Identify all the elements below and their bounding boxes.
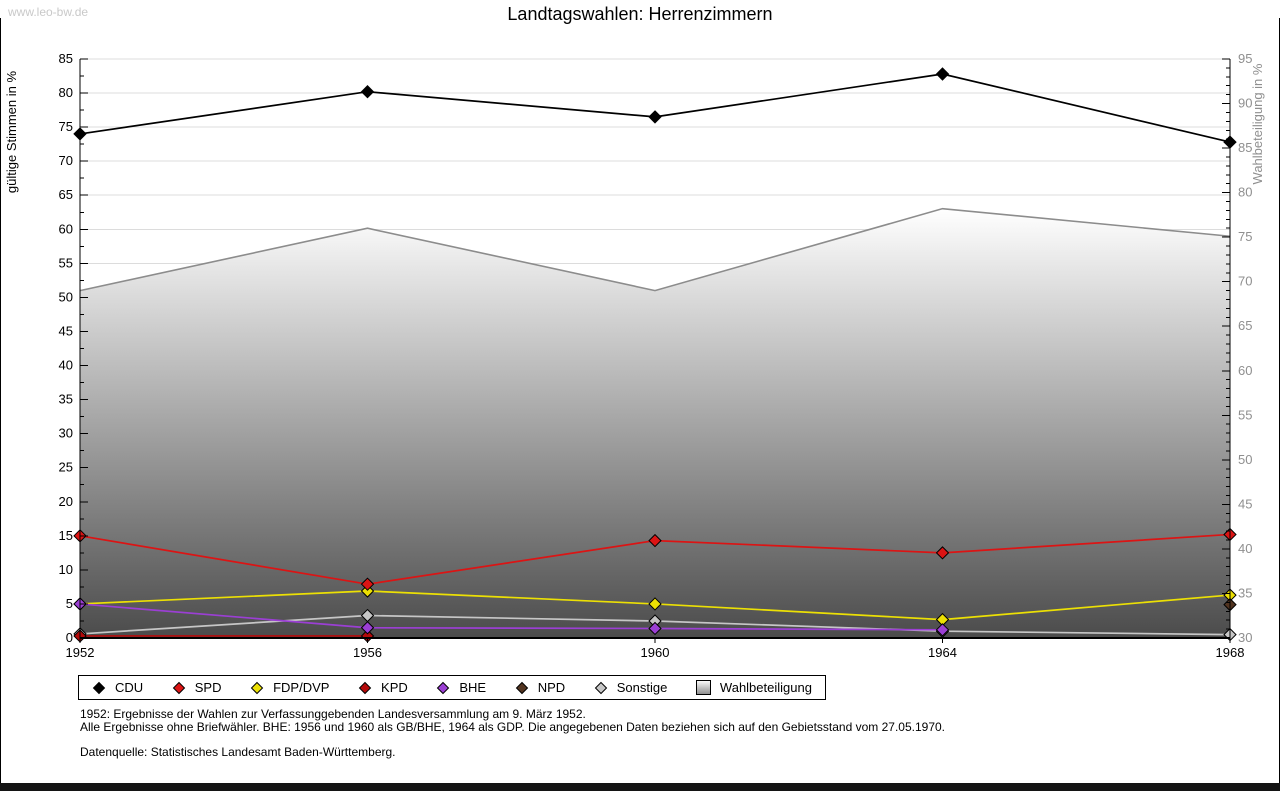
tick-label: 95: [1238, 51, 1252, 66]
legend-diamond-icon: [594, 681, 607, 694]
tick-label: 70: [59, 153, 73, 168]
tick-label: 25: [59, 460, 73, 475]
tick-label: 65: [1238, 318, 1252, 333]
legend-item-sonstige: Sonstige: [594, 680, 668, 695]
legend-label: FDP/DVP: [273, 680, 330, 695]
tick-label: 30: [59, 426, 73, 441]
tick-label: 1968: [1216, 645, 1245, 660]
tick-label: 35: [1238, 585, 1252, 600]
data-point: [360, 621, 375, 635]
legend-item-wahlbeteiligung: Wahlbeteiligung: [695, 680, 812, 695]
tick-label: 50: [59, 289, 73, 304]
right-axis-ticks: 30 35 40 45 50 55 60 65 70 75 80 85 90 95: [1222, 51, 1252, 645]
footnote-source: Datenquelle: Statistisches Landesamt Bad…: [80, 745, 396, 759]
tick-label: 10: [59, 562, 73, 577]
tick-label: 80: [59, 85, 73, 100]
left-axis-ticks: 0 5 10 15 20 25 30 35 40 45 50 55 60 65 70 75 80 85: [59, 51, 88, 645]
tick-label: 0: [66, 630, 73, 645]
legend-label: Wahlbeteiligung: [719, 680, 812, 695]
series-cdu: [73, 67, 1237, 149]
legend-label: Sonstige: [616, 680, 668, 695]
tick-label: 1964: [928, 645, 957, 660]
legend-label: KPD: [381, 680, 408, 695]
tick-label: 15: [59, 528, 73, 543]
legend-item-npd: NPD: [515, 680, 565, 695]
tick-label: 40: [59, 358, 73, 373]
data-point: [648, 110, 662, 124]
legend-item-spd: SPD: [172, 680, 222, 695]
tick-label: 70: [1238, 274, 1252, 289]
data-point: [648, 621, 662, 636]
series-bhe: [73, 597, 950, 637]
page-title: Landtagswahlen: Herrenzimmern: [507, 4, 773, 24]
tick-label: 65: [59, 187, 73, 202]
legend-label: SPD: [194, 680, 222, 695]
tick-label: 1960: [641, 645, 670, 660]
data-point: [648, 533, 662, 548]
tick-label: 60: [59, 221, 73, 236]
legend-item-bhe: BHE: [436, 680, 486, 695]
data-point: [360, 577, 375, 591]
legend-item-cdu: CDU: [92, 680, 143, 695]
right-axis-title: Wahlbeteiligung in %: [1250, 63, 1265, 184]
tick-label: 60: [1238, 363, 1252, 378]
election-chart: 0 5 10 15 20 25 30 35 40 45 50 55 60 65 70 75 80 85 30 35 40…: [4, 51, 1265, 660]
chart-svg: 0 5 10 15 20 25 30 35 40 45 50 55 60 65 70 75 80 85 30 35 40…: [4, 51, 1265, 660]
series-wahlbeteiligung-area: [79, 207, 1231, 638]
tick-label: 85: [1238, 140, 1252, 155]
tick-label: 35: [59, 392, 73, 407]
data-point: [648, 597, 662, 611]
footnote-method: Alle Ergebnisse ohne Briefwähler. BHE: 1…: [80, 720, 946, 734]
tick-label: 85: [59, 51, 73, 66]
tick-label: 20: [59, 494, 73, 509]
legend-diamond-icon: [515, 681, 528, 694]
tick-label: 55: [1238, 407, 1252, 422]
legend-label: BHE: [459, 680, 487, 695]
legend-diamond-icon: [92, 681, 106, 694]
series-fdp-dvp: [73, 584, 1237, 627]
legend-item-kpd: KPD: [358, 680, 408, 695]
watermark: www.leo-bw.de: [8, 5, 89, 19]
x-axis-ticks: 1952 1956 1960 1964 1968: [66, 638, 1245, 660]
tick-label: 75: [59, 119, 73, 134]
tick-label: 45: [59, 323, 73, 338]
legend-diamond-icon: [172, 681, 185, 694]
bottom-bar: [0, 783, 1280, 791]
tick-label: 45: [1238, 496, 1252, 511]
tick-label: 1952: [66, 645, 95, 660]
data-point: [935, 623, 950, 637]
footnote-1952: 1952: Ergebnisse der Wahlen zur Verfassu…: [80, 707, 586, 721]
tick-label: 30: [1238, 630, 1252, 645]
tick-label: 80: [1238, 185, 1252, 200]
legend-diamond-icon: [358, 681, 372, 694]
left-axis-title: gültige Stimmen in %: [4, 71, 19, 194]
tick-label: 90: [1238, 96, 1252, 111]
data-point: [935, 67, 950, 81]
chart-legend: CDU SPD FDP/DVP KPD BHE NPD Sonstige Wahlbeteil…: [78, 675, 826, 700]
legend-item-fdp-dvp: FDP/DVP: [250, 680, 329, 695]
legend-label: CDU: [115, 680, 144, 695]
tick-label: 1956: [353, 645, 382, 660]
tick-label: 55: [59, 255, 73, 270]
legend-diamond-icon: [437, 681, 450, 694]
legend-label: NPD: [537, 680, 566, 695]
tick-label: 75: [1238, 229, 1252, 244]
legend-diamond-icon: [250, 681, 264, 694]
tick-label: 40: [1238, 541, 1252, 556]
tick-label: 5: [66, 596, 73, 611]
data-point: [360, 584, 375, 598]
data-point: [935, 546, 950, 560]
legend-gradient-square-icon: [695, 680, 711, 695]
data-point: [360, 84, 375, 99]
tick-label: 50: [1238, 452, 1252, 467]
